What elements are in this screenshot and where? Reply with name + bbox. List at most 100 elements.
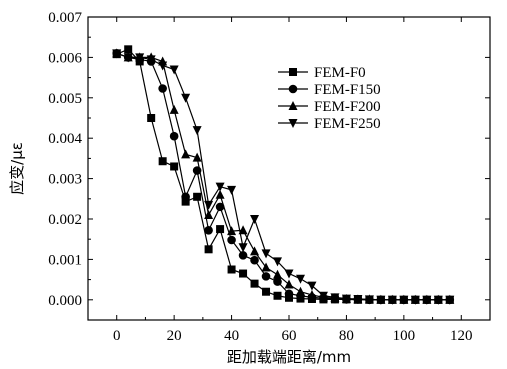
data-point (169, 131, 179, 141)
data-point (239, 269, 248, 278)
data-point (227, 185, 237, 195)
data-point (284, 279, 294, 289)
y-tick-label: 0.004 (48, 131, 82, 147)
data-point (307, 281, 317, 291)
legend-label: FEM-F0 (314, 65, 366, 81)
data-point (192, 126, 202, 136)
data-point (227, 226, 237, 236)
x-tick-label: 20 (167, 328, 182, 344)
data-point (112, 49, 122, 59)
x-tick-label: 0 (113, 328, 121, 344)
y-tick-label: 0.007 (48, 10, 82, 26)
y-tick-label: 0.006 (48, 50, 82, 66)
data-point (273, 291, 282, 300)
data-point (170, 162, 179, 171)
data-point (341, 294, 351, 304)
data-point (433, 295, 443, 305)
data-point (204, 245, 213, 254)
x-axis-label: 距加载端距离/mm (227, 348, 351, 366)
data-point (193, 192, 202, 201)
legend-marker (288, 119, 298, 128)
legend-marker (288, 84, 298, 94)
data-point (238, 225, 248, 235)
legend-entry: FEM-F0 (278, 65, 366, 81)
data-point (284, 289, 294, 299)
data-point (284, 269, 294, 279)
data-point (124, 45, 133, 54)
legend-label: FEM-F250 (314, 116, 381, 132)
series-fem-f0 (112, 45, 454, 304)
data-point (158, 61, 168, 71)
data-point (399, 295, 409, 305)
data-point (227, 265, 236, 274)
data-point (135, 53, 145, 63)
data-point (181, 192, 190, 202)
data-point (215, 189, 225, 199)
data-point (261, 262, 271, 272)
legend-marker (288, 101, 298, 110)
data-point (238, 243, 248, 253)
data-point (158, 84, 167, 93)
data-point (250, 246, 260, 256)
data-point (250, 279, 259, 288)
data-point (445, 295, 455, 305)
data-point (273, 269, 283, 279)
series-line (116, 52, 450, 301)
data-point (295, 274, 305, 284)
data-point (261, 249, 271, 259)
y-tick-label: 0.002 (48, 212, 82, 228)
x-tick-label: 80 (339, 328, 354, 344)
data-point (295, 286, 305, 296)
y-axis-label: 应变/με (8, 142, 26, 195)
data-point (215, 182, 225, 192)
data-point (215, 202, 225, 212)
data-point (123, 53, 133, 63)
data-point (181, 149, 191, 159)
series-line (116, 52, 450, 301)
legend-entry: FEM-F150 (278, 82, 381, 98)
data-point (250, 215, 260, 224)
data-point (307, 289, 317, 299)
legend-label: FEM-F200 (314, 99, 381, 115)
x-tick-label: 100 (393, 328, 416, 344)
legend-entry: FEM-F250 (278, 116, 381, 132)
data-point (204, 200, 214, 210)
y-tick-label: 0.003 (48, 172, 82, 188)
series-fem-f250 (112, 49, 455, 305)
legend-label: FEM-F150 (314, 82, 381, 98)
data-point (387, 295, 397, 305)
data-point (181, 93, 191, 103)
data-point (216, 225, 225, 234)
data-point (353, 294, 363, 304)
data-point (169, 65, 179, 75)
data-point (227, 235, 236, 245)
x-tick-label: 120 (450, 328, 473, 344)
series-line (116, 52, 450, 301)
data-point (262, 287, 271, 296)
data-point (181, 197, 190, 206)
series-fem-f150 (112, 49, 455, 305)
y-tick-label: 0.001 (48, 252, 82, 268)
y-tick-label: 0.000 (48, 293, 82, 309)
data-point (410, 295, 420, 305)
y-tick-label: 0.005 (48, 91, 82, 107)
data-point (273, 257, 283, 267)
data-point (192, 152, 202, 162)
plot-area (112, 45, 455, 305)
data-point (376, 295, 386, 305)
data-point (204, 209, 214, 219)
data-point (318, 291, 328, 301)
data-point (158, 157, 167, 166)
data-point (238, 251, 248, 260)
data-point (169, 104, 179, 114)
axes: 0 20 40 60 80 100 120 0.000 0.001 0.002 0.003 0.004… (48, 10, 491, 344)
data-point (422, 295, 432, 305)
legend-marker (289, 68, 297, 76)
data-point (364, 295, 374, 305)
data-point (146, 55, 156, 65)
data-point (273, 277, 282, 286)
data-point (261, 272, 271, 281)
data-point (147, 114, 156, 122)
data-point (250, 255, 259, 265)
